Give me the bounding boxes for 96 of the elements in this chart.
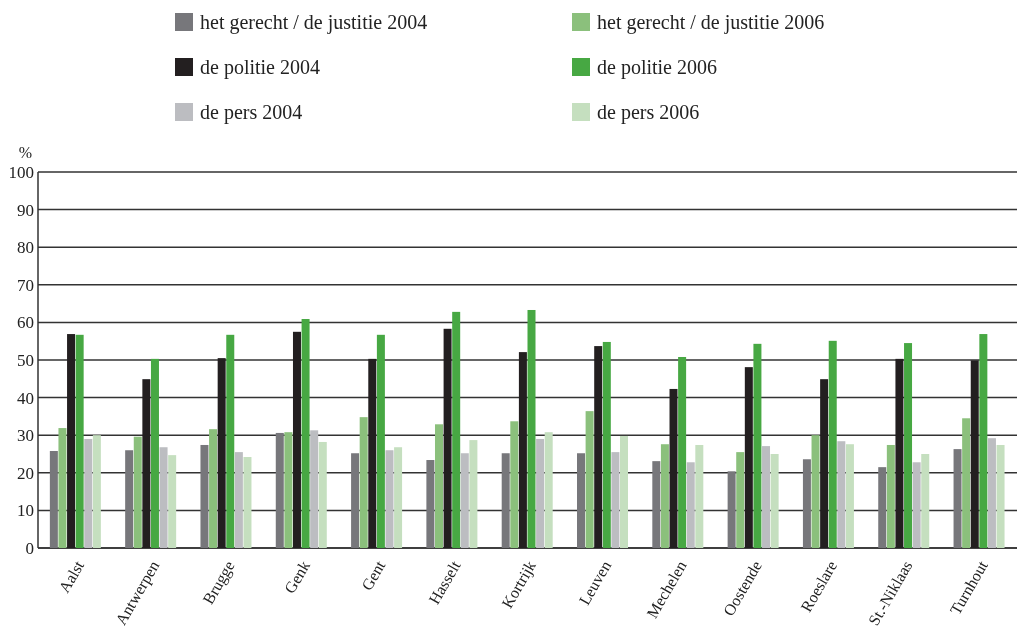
bar: [695, 444, 704, 548]
bar: [686, 462, 695, 548]
y-tick-label: 20: [17, 463, 34, 483]
y-tick-label: 70: [17, 275, 34, 295]
bar: [620, 435, 629, 548]
y-tick-label: 60: [17, 313, 34, 333]
bar: [845, 444, 854, 548]
bar: [376, 334, 385, 548]
bar: [953, 449, 962, 548]
bar: [669, 388, 678, 548]
bar: [243, 457, 252, 548]
y-tick-label: 80: [17, 238, 34, 258]
bar: [577, 453, 586, 548]
bar: [159, 447, 168, 548]
bar: [518, 352, 527, 548]
legend-label: het gerecht / de justitie 2006: [597, 11, 825, 34]
bar: [736, 452, 745, 548]
legend-label: het gerecht / de justitie 2004: [200, 11, 428, 34]
bar: [168, 455, 177, 548]
y-tick-label: 40: [17, 388, 34, 408]
bar: [753, 343, 762, 548]
bar: [585, 411, 594, 548]
bar: [452, 311, 461, 548]
bar: [443, 328, 452, 548]
bar: [802, 459, 811, 548]
bar: [150, 358, 159, 548]
bar: [292, 331, 301, 548]
bar: [527, 309, 536, 548]
bar: [133, 436, 142, 548]
bar: [200, 444, 209, 548]
y-tick-label: 100: [8, 162, 34, 182]
bar: [84, 438, 93, 548]
bar: [652, 461, 661, 548]
bar: [987, 438, 996, 548]
bar: [837, 441, 846, 548]
bar: [820, 379, 829, 548]
bar: [996, 444, 1005, 548]
bar: [744, 367, 753, 548]
bar: [727, 471, 736, 548]
bar: [678, 356, 687, 548]
bar: [904, 343, 913, 548]
bar: [912, 462, 921, 548]
legend-label: de politie 2004: [200, 56, 320, 79]
bar: [351, 453, 360, 548]
y-tick-label: 10: [17, 501, 34, 521]
bar: [67, 334, 76, 548]
bar: [301, 319, 310, 548]
bar: [811, 435, 820, 548]
bar: [310, 430, 319, 548]
bar: [501, 453, 510, 548]
legend-label: de pers 2004: [200, 101, 303, 124]
y-axis-title: %: [18, 144, 32, 161]
bar: [828, 340, 837, 548]
bar: [770, 454, 779, 548]
bar: [58, 428, 67, 548]
bar: [886, 444, 895, 548]
y-tick-label: 90: [17, 200, 34, 220]
bar: [895, 358, 904, 548]
bar: [460, 453, 469, 548]
bar: [209, 429, 218, 548]
y-tick-label: 50: [17, 350, 34, 370]
bar: [125, 450, 134, 548]
bar: [762, 446, 771, 548]
bar: [368, 358, 377, 548]
bar: [660, 444, 669, 548]
bar: [275, 432, 284, 548]
bar: [359, 417, 368, 548]
bar: [394, 447, 403, 548]
y-tick-label: 0: [25, 538, 34, 558]
legend-label: de politie 2006: [597, 56, 717, 79]
bar: [921, 454, 930, 548]
bar: [544, 432, 553, 548]
bar: [142, 379, 151, 548]
bar: [226, 334, 235, 548]
bar: [962, 418, 971, 548]
y-tick-label: 30: [17, 426, 34, 446]
bar: [49, 450, 58, 548]
bar: [284, 432, 293, 548]
bar: [318, 441, 327, 548]
bar: [234, 452, 243, 548]
bar: [92, 435, 101, 548]
legend-label: de pers 2006: [597, 101, 700, 124]
bar: [878, 467, 887, 548]
bar: [510, 421, 519, 548]
bar: [385, 450, 394, 548]
bar: [594, 346, 603, 548]
bar: [536, 438, 545, 548]
bar: [979, 334, 988, 548]
bar: [970, 360, 979, 548]
bar: [217, 358, 226, 548]
bar: [434, 424, 443, 548]
bar: [469, 440, 478, 548]
bar: [426, 460, 435, 548]
bar: [75, 334, 84, 548]
bar: [611, 452, 620, 548]
bar: [602, 341, 611, 548]
